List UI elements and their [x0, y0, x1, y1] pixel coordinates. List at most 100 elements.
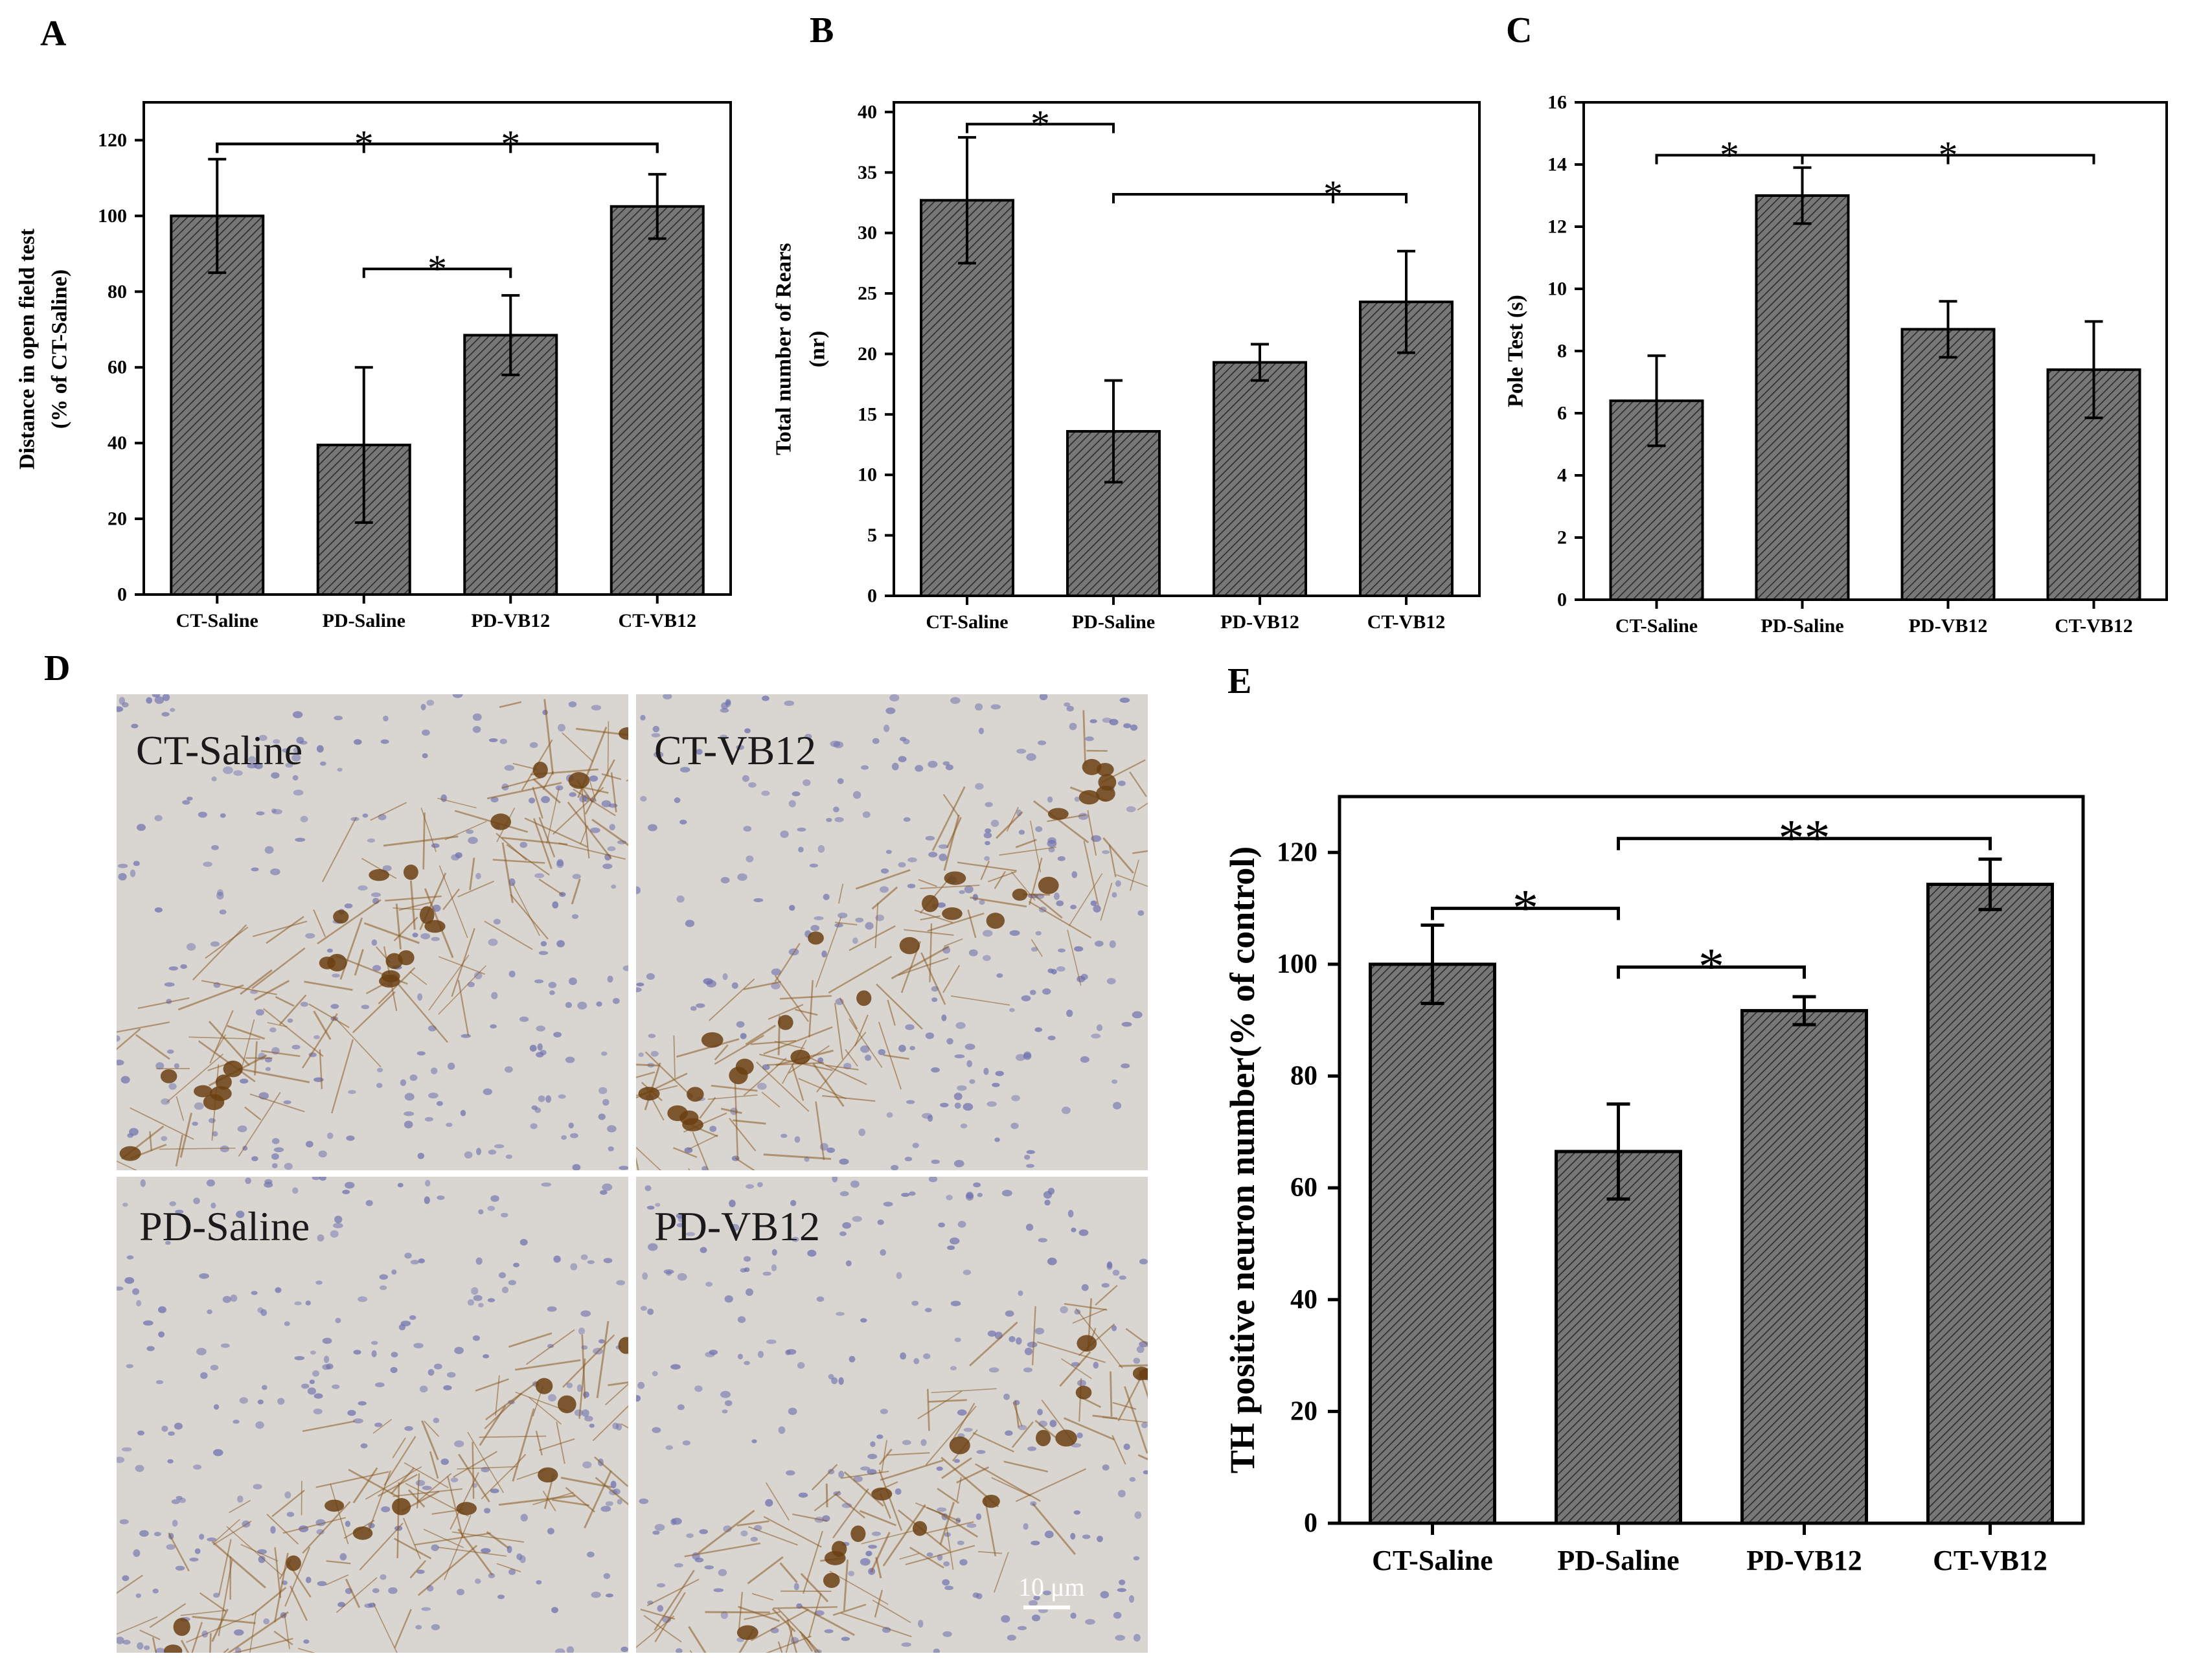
nucleus	[940, 1102, 949, 1107]
stained-fibre	[751, 1609, 809, 1642]
nucleus	[841, 1503, 852, 1508]
stained-fibre	[806, 1639, 817, 1653]
stained-fibre	[501, 842, 514, 903]
stained-fibre	[738, 1591, 743, 1631]
nucleus	[853, 1475, 863, 1482]
stained-fibre	[117, 1616, 158, 1635]
nucleus	[315, 1280, 323, 1285]
nucleus	[798, 1492, 808, 1498]
nucleus	[724, 1400, 733, 1407]
stained-fibre	[773, 1606, 838, 1609]
stained-fibre	[584, 759, 615, 815]
nucleus	[1035, 826, 1043, 832]
nucleus	[545, 1095, 552, 1103]
y-axis-label: Pole Test (s)	[1504, 295, 1528, 407]
stained-neuron	[986, 913, 1005, 929]
stained-fibre	[931, 786, 966, 852]
nucleus	[964, 1043, 975, 1050]
nucleus	[135, 1593, 142, 1598]
nucleus	[572, 874, 581, 879]
stained-fibre	[514, 1359, 581, 1371]
stained-fibre	[1115, 874, 1148, 887]
nucleus	[654, 1524, 665, 1531]
stained-fibre	[800, 1605, 855, 1636]
significance-bracket: *	[216, 122, 659, 165]
nucleus	[709, 1126, 717, 1132]
nucleus	[256, 811, 265, 815]
nucleus	[161, 1098, 170, 1105]
nucleus	[538, 951, 549, 955]
stained-fibre	[336, 1577, 378, 1613]
stained-fibre	[552, 1499, 589, 1506]
nucleus	[1078, 1229, 1089, 1236]
nucleus	[193, 1464, 202, 1470]
stained-fibre	[330, 1483, 349, 1545]
nucleus	[1128, 1595, 1135, 1603]
stained-neuron	[777, 1015, 793, 1030]
nucleus	[547, 1528, 554, 1535]
y-tick-label: 20	[1290, 1396, 1317, 1426]
stained-fibre	[883, 1054, 909, 1060]
nucleus	[258, 734, 268, 741]
nucleus	[949, 1237, 960, 1245]
stained-fibre	[859, 1510, 896, 1526]
stained-neuron	[1055, 1429, 1077, 1447]
stained-neuron	[209, 1086, 232, 1101]
nucleus	[220, 1343, 230, 1348]
stained-fibre	[898, 957, 949, 976]
nucleus	[312, 1177, 321, 1181]
nucleus	[212, 1131, 218, 1137]
nucleus	[193, 1197, 200, 1205]
stained-fibre	[840, 1612, 912, 1638]
stained-fibre	[565, 1486, 596, 1513]
stained-neuron	[790, 1049, 810, 1065]
stained-fibre	[855, 869, 911, 890]
nucleus	[722, 1409, 728, 1414]
y-tick-label: 12	[1547, 216, 1567, 238]
nucleus	[994, 1137, 1000, 1142]
nucleus	[540, 941, 547, 947]
nucleus	[748, 782, 757, 788]
nucleus	[376, 1067, 383, 1072]
stained-fibre	[135, 1034, 170, 1060]
nucleus	[964, 885, 974, 894]
nucleus	[133, 861, 140, 867]
nucleus	[519, 1016, 529, 1023]
nucleus	[530, 1123, 538, 1129]
stained-fibre	[383, 835, 459, 847]
nucleus	[860, 1318, 867, 1323]
nucleus	[1015, 1054, 1026, 1061]
stained-fibre	[1036, 1341, 1106, 1363]
nucleus	[265, 1067, 271, 1071]
stained-fibre	[1059, 1351, 1091, 1387]
stained-fibre	[803, 1530, 823, 1594]
nucleus	[1047, 796, 1053, 803]
significance-star: *	[1720, 134, 1739, 177]
nucleus	[1064, 702, 1071, 707]
nucleus	[376, 1083, 383, 1088]
nucleus	[959, 1559, 968, 1566]
nucleus	[771, 1249, 777, 1256]
nucleus	[1089, 719, 1097, 723]
nucleus	[475, 872, 481, 879]
bar-ct-saline	[1369, 962, 1496, 1525]
stained-fibre	[130, 1107, 194, 1140]
nucleus	[172, 1519, 178, 1527]
nucleus	[731, 982, 738, 989]
stained-fibre	[751, 1593, 774, 1601]
nucleus	[206, 1179, 216, 1187]
stained-fibre	[923, 1521, 974, 1535]
nucleus	[984, 856, 990, 861]
scale-bar-label: 10 μm	[1018, 1572, 1085, 1602]
stained-fibre	[785, 1628, 793, 1653]
nucleus	[512, 1262, 519, 1267]
stained-fibre	[1031, 938, 1043, 957]
nucleus	[743, 1256, 751, 1262]
chart-e: 0 20 40 60 80 100 120 CT-Saline PD-Saline PD-VB12…	[1223, 795, 2085, 1576]
nucleus	[889, 694, 900, 702]
stained-fibre	[967, 909, 977, 938]
nucleus	[706, 980, 717, 988]
micrograph-label-pd-vb12: PD-VB12	[654, 1203, 821, 1249]
nucleus	[988, 1367, 999, 1373]
stained-fibre	[698, 1510, 755, 1554]
